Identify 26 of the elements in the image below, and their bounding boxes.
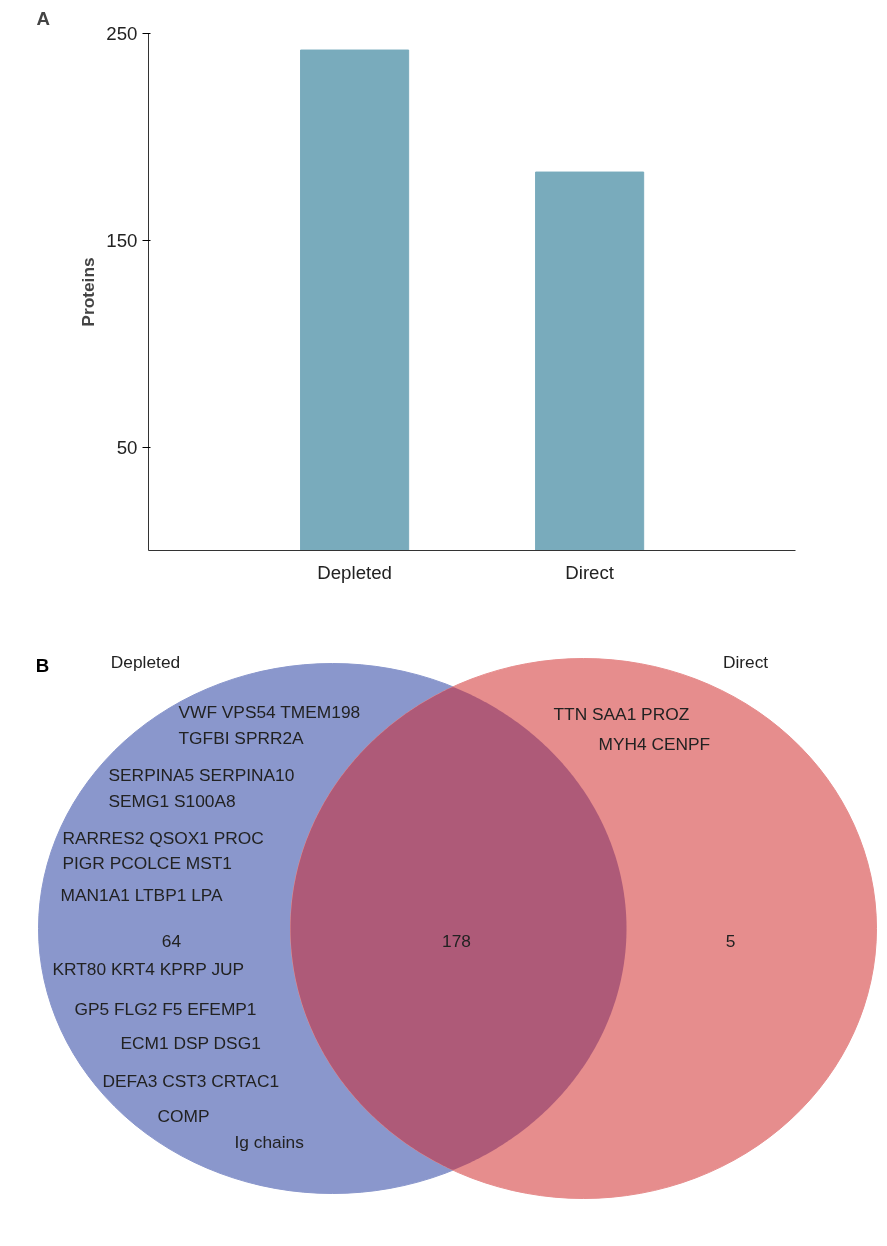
text: Ig chains bbox=[234, 1131, 305, 1152]
text: ECM1 DSP DSG1 bbox=[120, 1032, 261, 1053]
data-label: 64 bbox=[161, 930, 182, 951]
text: SERPINA5 SERPINA10 bbox=[108, 764, 295, 785]
text: DEFA3 CST3 CRTAC1 bbox=[102, 1070, 280, 1091]
data-label: 5 bbox=[725, 930, 736, 951]
text: COMP bbox=[157, 1105, 210, 1126]
data-label: 178 bbox=[442, 930, 471, 951]
category-label: Depleted bbox=[317, 561, 392, 583]
text: B bbox=[35, 655, 50, 676]
text: MAN1A1 LTBP1 LPA bbox=[60, 884, 224, 905]
text: PIGR PCOLCE MST1 bbox=[62, 852, 232, 873]
y-tick-label: 250 bbox=[106, 23, 138, 44]
text: KRT80 KRT4 KPRP JUP bbox=[52, 958, 245, 979]
text: SEMG1 S100A8 bbox=[108, 790, 236, 811]
text: TGFBI SPRR2A bbox=[178, 727, 305, 748]
text: VWF VPS54 TMEM198 bbox=[178, 701, 361, 722]
text: MYH4 CENPF bbox=[598, 733, 711, 754]
text: RARRES2 QSOX1 PROC bbox=[62, 827, 264, 848]
y-tick-label: 150 bbox=[106, 229, 138, 251]
text: TTN SAA1 PROZ bbox=[553, 703, 690, 724]
y-axis-title: Proteins bbox=[78, 257, 99, 327]
y-tick-label: 50 bbox=[116, 436, 138, 458]
category-label: Direct bbox=[565, 561, 615, 583]
chart-title: A bbox=[36, 7, 50, 29]
text: GP5 FLG2 F5 EFEMP1 bbox=[74, 998, 257, 1019]
